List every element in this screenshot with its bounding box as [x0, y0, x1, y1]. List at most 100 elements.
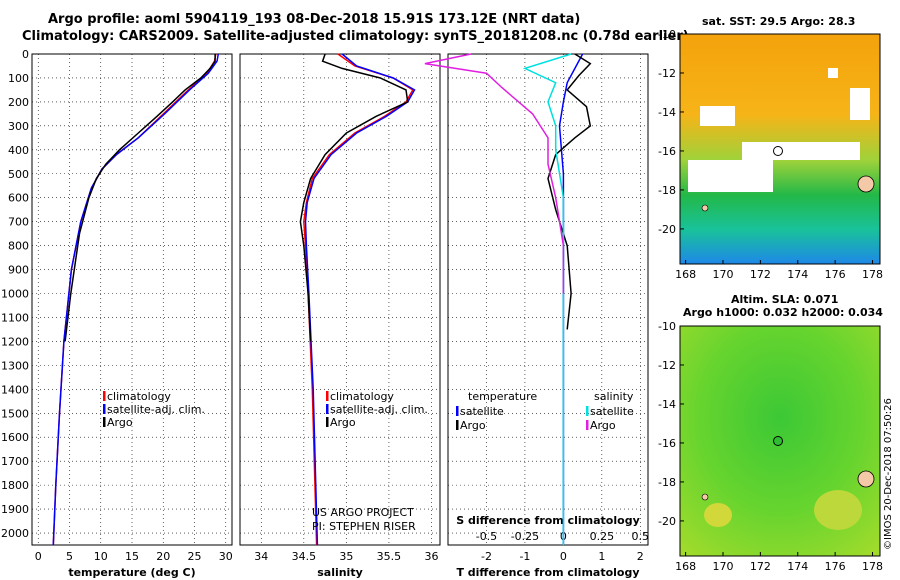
map-x-tick-label: 174 [787, 268, 808, 281]
y-tick-label: 1400 [1, 383, 29, 396]
legend-label: Argo [107, 416, 133, 429]
legend-label: Argo [590, 419, 616, 432]
series-line-argo [64, 54, 216, 342]
legend-label: satellite-adj. clim. [330, 403, 428, 416]
legend-title: temperature [468, 390, 537, 403]
title-line-1: Argo profile: aoml 5904119_193 08-Dec-20… [48, 12, 581, 27]
y-tick-label: 1800 [1, 479, 29, 492]
y-tick-label: 300 [8, 120, 29, 133]
sla-map-title-2: Argo h1000: 0.032 h2000: 0.034 [683, 306, 883, 319]
plot-frame [447, 53, 649, 546]
y-tick-label: 1600 [1, 431, 29, 444]
map-x-tick-label: 172 [750, 560, 771, 573]
land-island [701, 493, 709, 501]
series-line-temperature-argo [547, 53, 592, 330]
y-tick-label: 700 [8, 216, 29, 229]
map-y-tick-label: -18 [658, 184, 676, 197]
y-tick-label: 1000 [1, 288, 29, 301]
map-y-tick-label: -10 [658, 320, 676, 333]
y-tick-label: 2000 [1, 527, 29, 540]
y-tick-label: 400 [8, 144, 29, 157]
legend-swatch [456, 406, 459, 416]
legend-label: climatology [107, 390, 171, 403]
map-x-tick-label: 170 [712, 268, 733, 281]
top-tick-label: 0.25 [590, 530, 615, 543]
map-x-tick-label: 172 [750, 268, 771, 281]
x-tick-label: 35 [339, 550, 353, 563]
sla-high-patch [704, 503, 732, 527]
legend-label: satellite [590, 405, 634, 418]
credit-line-1: US ARGO PROJECT [312, 506, 414, 519]
legend-swatch [456, 420, 459, 430]
map-x-tick-label: 168 [675, 268, 696, 281]
credit-line-2: PI: STEPHEN RISER [312, 520, 416, 533]
float-marker-sst [773, 146, 783, 156]
legend-swatch [326, 417, 329, 427]
legend-swatch [586, 406, 589, 416]
legend-swatch [103, 391, 106, 401]
legend-swatch [103, 417, 106, 427]
x-tick-label: 25 [188, 550, 202, 563]
map-x-tick-label: 170 [712, 560, 733, 573]
top-tick-label: -0.5 [476, 530, 497, 543]
cloud-gap [828, 68, 838, 78]
land-fiji [857, 470, 875, 488]
legend-swatch [326, 404, 329, 414]
legend-label: satellite-adj. clim. [107, 403, 205, 416]
profile-panel-2: 34 34.5 35 35.5 36 salinity climatologysatelli… [239, 53, 441, 579]
x-tick-label: 10 [94, 550, 108, 563]
legend-swatch [326, 391, 329, 401]
map-y-tick-label: -20 [658, 515, 676, 528]
cloud-gap [850, 88, 870, 120]
map-x-tick-label: 176 [825, 560, 846, 573]
x-tick-label: 2 [637, 550, 644, 563]
map-x-tick-label: 178 [862, 560, 883, 573]
x-tick-label: 30 [219, 550, 233, 563]
map-y-tick-label: -16 [658, 145, 676, 158]
map-x-tick-label: 178 [862, 268, 883, 281]
series-line-salinity-argo [424, 53, 565, 294]
float-marker-sla [773, 436, 783, 446]
sla-high-patch [814, 490, 862, 530]
map-y-tick-label: -10 [658, 28, 676, 41]
y-tick-label: 1700 [1, 455, 29, 468]
map-y-tick-label: -14 [658, 106, 676, 119]
y-tick-label: 200 [8, 96, 29, 109]
y-tick-label: 600 [8, 192, 29, 205]
top-tick-label: -0.25 [511, 530, 539, 543]
cloud-gap [688, 160, 773, 192]
x-tick-label: -1 [519, 550, 530, 563]
y-tick-label: 1200 [1, 335, 29, 348]
legend-label: climatology [330, 390, 394, 403]
land-fiji [857, 175, 875, 193]
sla-map-title-1: Altim. SLA: 0.071 [731, 293, 839, 306]
sst-map [679, 33, 881, 265]
x-axis-label: temperature (deg C) [68, 566, 195, 579]
profile-panel-3: -2 -1 0 1 2 T difference from climatology -0.5… [424, 53, 649, 579]
map-y-tick-label: -16 [658, 437, 676, 450]
map-x-tick-label: 168 [675, 560, 696, 573]
sst-map-title: sat. SST: 29.5 Argo: 28.3 [702, 15, 856, 28]
y-tick-label: 1500 [1, 407, 29, 420]
cloud-gap [742, 142, 860, 160]
map-y-tick-label: -12 [658, 67, 676, 80]
map-x-tick-label: 176 [825, 268, 846, 281]
x-tick-label: 35.5 [377, 550, 402, 563]
map-y-tick-label: -12 [658, 359, 676, 372]
map-axes-2: 168 170 172 174 176 178 -10 -12 -14 -16 -18 -20 [658, 320, 883, 573]
legend-label: Argo [330, 416, 356, 429]
x-axis-label: T difference from climatology [456, 566, 639, 579]
y-tick-label: 800 [8, 240, 29, 253]
y-tick-label: 100 [8, 72, 29, 85]
x-tick-label: 5 [66, 550, 73, 563]
map-y-tick-label: -18 [658, 476, 676, 489]
series-line-argo [299, 53, 409, 342]
cloud-gap [700, 106, 735, 126]
profile-panel-1: 0100200300400500600700800900100011001200… [1, 48, 233, 579]
legend-swatch [103, 404, 106, 414]
title-line-2: Climatology: CARS2009. Satellite-adjuste… [22, 29, 689, 44]
series-line-salinity-satellite [522, 53, 572, 545]
map-y-tick-label: -20 [658, 223, 676, 236]
